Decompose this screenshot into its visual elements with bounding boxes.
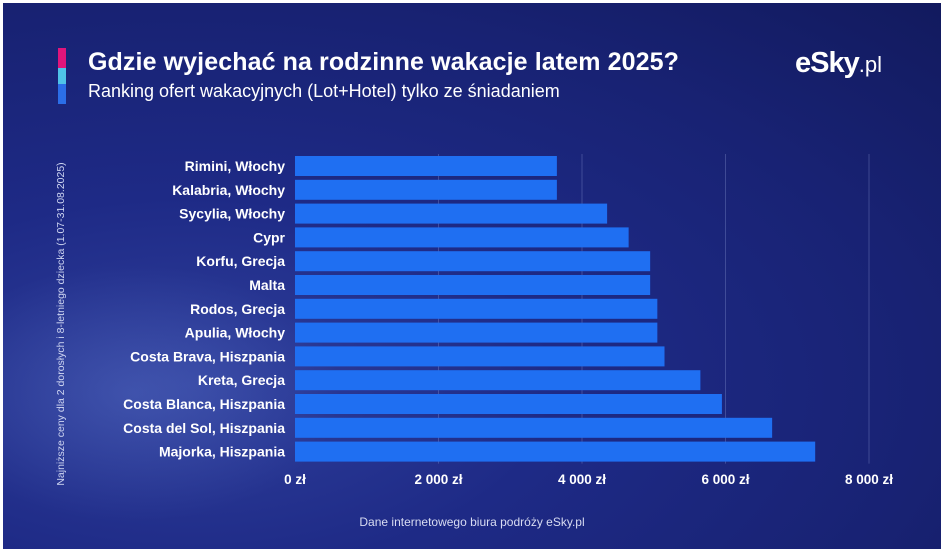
category-label: Apulia, Włochy (185, 325, 286, 341)
bar (295, 322, 658, 343)
infographic-frame: Gdzie wyjechać na rodzinne wakacje latem… (3, 3, 941, 549)
category-label: Costa Brava, Hiszpania (130, 348, 285, 364)
category-label: Kreta, Grecja (198, 372, 285, 388)
page-subtitle: Ranking ofert wakacyjnych (Lot+Hotel) ty… (88, 81, 560, 101)
x-tick-label: 8 000 zł (845, 472, 893, 487)
category-label: Malta (249, 277, 285, 293)
accent-bar-blue (58, 84, 66, 104)
accent-bar-pink (58, 48, 66, 68)
bar (295, 251, 651, 272)
logo-text: eSky (795, 47, 860, 79)
background-glow (3, 263, 343, 523)
accent-bar-cyan (58, 68, 66, 84)
bar (295, 370, 701, 391)
bar (295, 298, 658, 319)
source-note: Dane internetowego biura podróży eSky.pl (359, 515, 585, 529)
page-title: Gdzie wyjechać na rodzinne wakacje latem… (88, 48, 679, 76)
x-tick-label: 6 000 zł (701, 472, 749, 487)
esky-logo: eSky.pl (795, 47, 882, 80)
category-label: Majorka, Hiszpania (159, 444, 285, 460)
bar-chart: Rimini, Włochy Kalabria, Włochy Sycylia, W… (123, 154, 893, 487)
bar (295, 156, 557, 176)
category-label: Rodos, Grecja (190, 301, 285, 317)
bar (295, 441, 816, 462)
category-label: Costa del Sol, Hiszpania (123, 420, 285, 436)
bar (295, 203, 608, 224)
category-label: Sycylia, Włochy (179, 206, 285, 222)
category-label: Korfu, Grecja (196, 253, 285, 269)
bar (295, 179, 557, 200)
x-tick-label: 0 zł (284, 472, 306, 487)
x-tick-label: 4 000 zł (558, 472, 606, 487)
bar (295, 417, 773, 438)
bar (295, 227, 629, 248)
bar (295, 275, 651, 295)
logo-suffix: .pl (858, 52, 882, 77)
bar (295, 346, 665, 367)
category-label: Kalabria, Włochy (172, 182, 285, 198)
category-label: Rimini, Włochy (185, 158, 286, 174)
category-label: Costa Blanca, Hiszpania (123, 396, 285, 412)
x-tick-label: 2 000 zł (414, 472, 462, 487)
category-label: Cypr (253, 229, 285, 245)
bar (295, 394, 722, 414)
